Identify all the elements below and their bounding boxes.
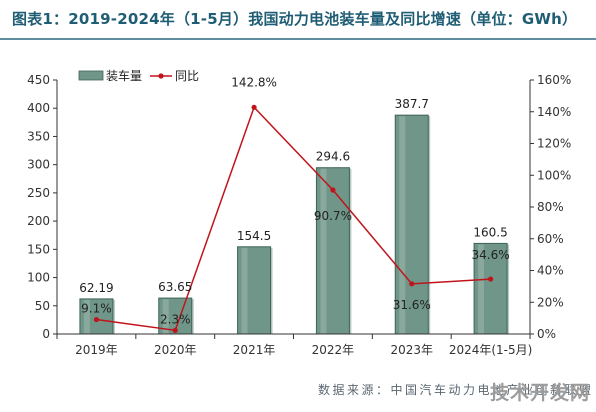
- yoy-point-5: [487, 276, 494, 282]
- yoy-point-4: [409, 281, 415, 287]
- bar-highlight: [478, 244, 485, 334]
- y-right-tick-label: 80%: [537, 200, 564, 214]
- yoy-value-label: 142.8%: [231, 75, 277, 89]
- y-right-tick-label: 40%: [537, 264, 564, 278]
- y-left-tick-label: 200: [27, 214, 50, 228]
- y-left-tick-label: 100: [27, 271, 50, 285]
- bar-value-label: 160.5: [473, 225, 507, 239]
- bar-0: [79, 298, 114, 335]
- y-right-tick-label: 100%: [537, 168, 571, 182]
- y-right-tick-label: 120%: [537, 137, 571, 151]
- bar-highlight: [320, 168, 327, 334]
- legend-bar-label: 装车量: [106, 68, 142, 83]
- yoy-value-label: 31.6%: [393, 298, 431, 312]
- y-left-tick-label: 450: [27, 73, 50, 87]
- yoy-point-3: [330, 187, 336, 193]
- yoy-value-label: 34.6%: [472, 248, 510, 262]
- bar-highlight: [241, 247, 248, 334]
- yoy-line: [96, 105, 491, 332]
- yoy-value-label: 2.3%: [160, 312, 191, 326]
- yoy-value-label: 90.7%: [314, 209, 352, 223]
- x-tick-label: 2021年: [233, 343, 276, 357]
- x-tick-label: 2022年: [312, 343, 355, 357]
- legend-line-marker: [158, 73, 164, 79]
- yoy-point-2: [251, 104, 257, 110]
- x-tick-label: 2024年(1-5月): [449, 343, 533, 357]
- bar-value-label: 63.65: [158, 280, 192, 294]
- bar-highlight: [162, 299, 169, 334]
- x-tick-label: 2023年: [390, 343, 433, 357]
- bar-3: [315, 167, 350, 335]
- legend-line-label: 同比: [175, 69, 199, 83]
- bar-4: [394, 114, 429, 335]
- bar-value-label: 387.7: [395, 97, 429, 111]
- y-left-tick-label: 400: [27, 101, 50, 115]
- bar-value-label: 294.6: [316, 150, 350, 164]
- y-left-tick-label: 350: [27, 129, 50, 143]
- bar-highlight: [83, 299, 90, 334]
- bar-value-label: 154.5: [237, 229, 271, 243]
- bar-value-label: 62.19: [79, 281, 113, 295]
- y-right-tick-label: 0%: [537, 327, 556, 341]
- y-right-tick-label: 140%: [537, 105, 571, 119]
- y-left-tick-label: 300: [27, 158, 50, 172]
- y-right-tick-label: 20%: [537, 295, 564, 309]
- bar-highlight: [399, 116, 406, 334]
- watermark-logo: 技术开发网: [490, 382, 591, 404]
- chart-title: 图表1：2019-2024年（1-5月）我国动力电池装车量及同比增速（单位：GW…: [12, 10, 578, 28]
- title-divider: [0, 38, 596, 40]
- y-left-tick-label: 150: [27, 242, 50, 256]
- yoy-point-0: [93, 316, 100, 323]
- source-note: 数据来源：中国汽车动力电池产业创新联盟: [318, 383, 594, 397]
- y-right-tick-label: 160%: [537, 73, 571, 87]
- y-right-tick-label: 60%: [537, 232, 564, 246]
- yoy-point-1: [172, 327, 178, 333]
- y-left-tick-label: 0: [42, 327, 50, 341]
- legend-bar-swatch: [78, 70, 104, 81]
- y-left-tick-label: 50: [35, 299, 50, 313]
- x-tick-label: 2020年: [154, 343, 197, 357]
- y-left-tick-label: 250: [27, 186, 50, 200]
- yoy-value-label: 9.1%: [81, 302, 112, 316]
- x-tick-label: 2019年: [75, 343, 118, 357]
